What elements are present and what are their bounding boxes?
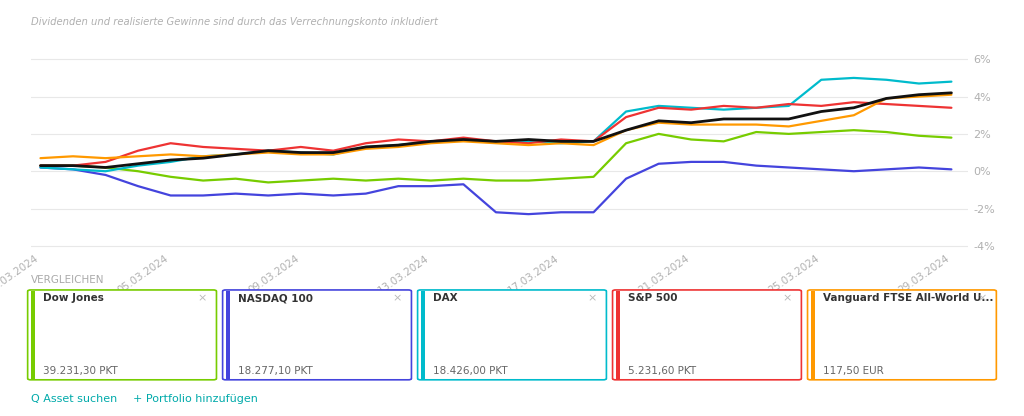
Text: 18.277,10 PKT: 18.277,10 PKT	[238, 366, 312, 376]
Text: NASDAQ 100: NASDAQ 100	[238, 293, 313, 303]
Text: Dividenden und realisierte Gewinne sind durch das Verrechnungskonto inkludiert: Dividenden und realisierte Gewinne sind …	[31, 17, 437, 27]
Text: ×: ×	[978, 293, 987, 303]
Text: ×: ×	[393, 293, 402, 303]
Text: ×: ×	[782, 293, 793, 303]
Text: 5.231,60 PKT: 5.231,60 PKT	[628, 366, 696, 376]
Text: DAX: DAX	[433, 293, 458, 303]
Text: ×: ×	[198, 293, 207, 303]
Text: Dow Jones: Dow Jones	[43, 293, 103, 303]
Text: VERGLEICHEN: VERGLEICHEN	[31, 275, 104, 285]
Text: 117,50 EUR: 117,50 EUR	[823, 366, 884, 376]
Text: ×: ×	[588, 293, 597, 303]
Text: Vanguard FTSE All-World U...: Vanguard FTSE All-World U...	[823, 293, 993, 303]
Text: 39.231,30 PKT: 39.231,30 PKT	[43, 366, 118, 376]
Text: + Portfolio hinzufügen: + Portfolio hinzufügen	[133, 394, 258, 404]
Text: S&P 500: S&P 500	[628, 293, 678, 303]
Text: 18.426,00 PKT: 18.426,00 PKT	[433, 366, 508, 376]
Text: Q Asset suchen: Q Asset suchen	[31, 394, 117, 404]
